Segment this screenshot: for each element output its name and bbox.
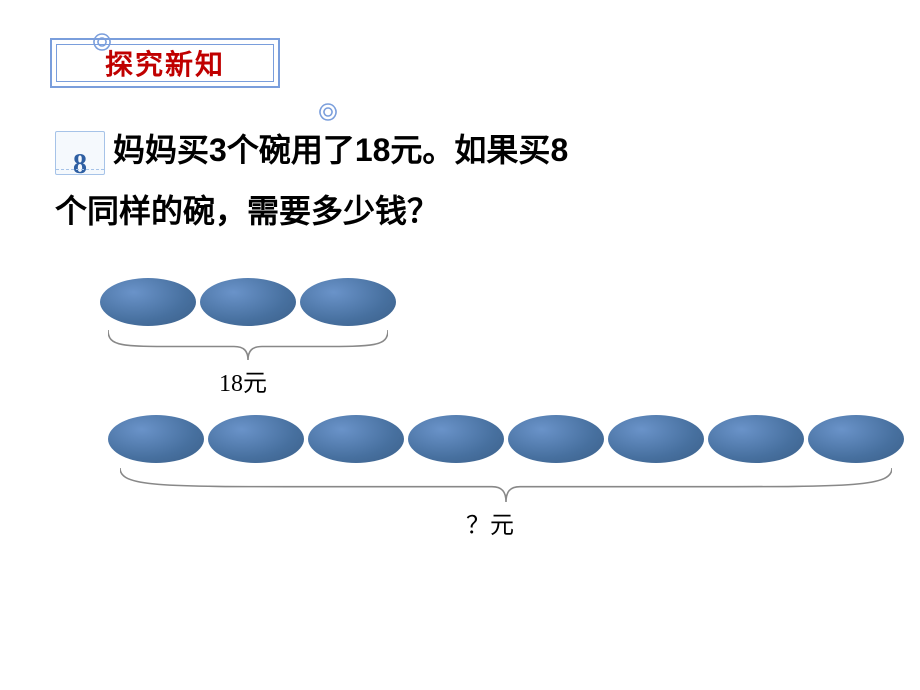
- row1-brace: [108, 330, 388, 360]
- row1-oval: [300, 278, 396, 326]
- row2-oval: [208, 415, 304, 463]
- row2-oval: [608, 415, 704, 463]
- row1-oval: [100, 278, 196, 326]
- row2-oval: [308, 415, 404, 463]
- row2-brace: [120, 468, 892, 502]
- row2-oval: [408, 415, 504, 463]
- row2-oval: [108, 415, 204, 463]
- row1-oval: [200, 278, 296, 326]
- row2-label: ？元: [466, 505, 514, 540]
- diagram-area: 18元 ？元: [0, 0, 920, 690]
- row2-oval: [708, 415, 804, 463]
- row1-label: 18元: [219, 363, 267, 398]
- row2-oval: [808, 415, 904, 463]
- row2-oval: [508, 415, 604, 463]
